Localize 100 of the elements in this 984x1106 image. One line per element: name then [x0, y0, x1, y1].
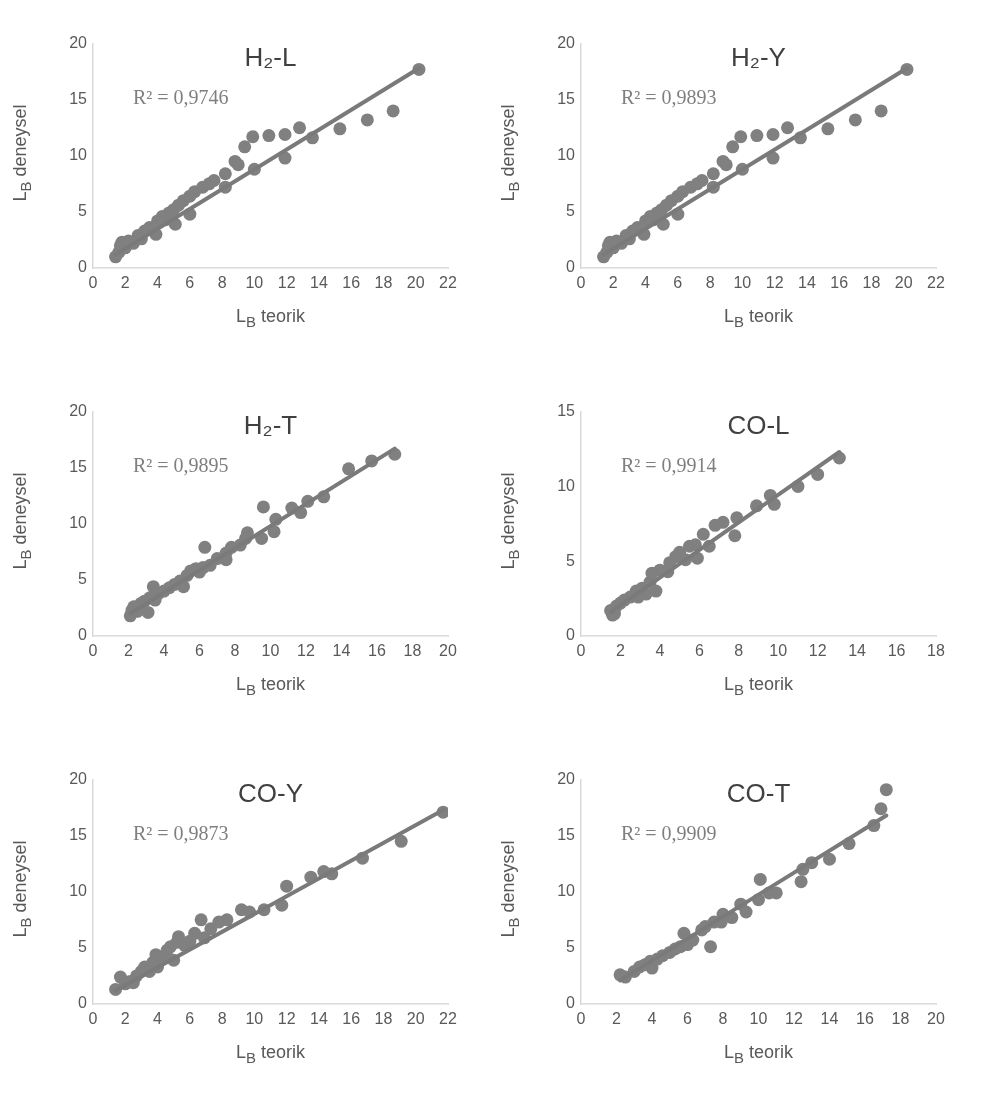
- x-tick-label: 4: [153, 274, 163, 292]
- x-tick-label: 20: [406, 1010, 425, 1028]
- x-tick-label: 4: [159, 642, 169, 660]
- x-tick-label: 6: [185, 1010, 195, 1028]
- x-tick-label: 14: [332, 642, 351, 660]
- chart-title: CO-T: [725, 778, 792, 809]
- x-tick-label: 14: [798, 274, 816, 292]
- x-tick-label: 8: [705, 274, 715, 292]
- x-tick-label: 2: [120, 274, 130, 292]
- x-tick-label: 18: [891, 1010, 910, 1028]
- y-tick-label: 0: [78, 258, 88, 276]
- x-tick-label: 14: [310, 1010, 328, 1028]
- y-tick-label: 10: [557, 882, 576, 900]
- x-tick-label: 16: [342, 1010, 361, 1028]
- y-tick-label: 5: [78, 938, 88, 956]
- x-tick-label: 16: [830, 274, 849, 292]
- x-tick-label: 18: [374, 1010, 393, 1028]
- x-axis-title: L$_{B}$ teorik: [722, 674, 795, 698]
- x-tick-label: 2: [615, 642, 625, 660]
- x-tick-label: 6: [195, 642, 205, 660]
- x-tick-label: 8: [718, 1010, 728, 1028]
- y-tick-label: 15: [69, 90, 88, 108]
- annotation: R² = 0,9895: [133, 454, 229, 477]
- y-tick-label: 15: [557, 90, 576, 108]
- y-tick-label: 15: [69, 826, 88, 844]
- y-tick-label: 20: [557, 34, 576, 52]
- y-tick-label: 0: [78, 626, 88, 644]
- x-tick-label: 10: [749, 1010, 768, 1028]
- x-tick-label: 4: [647, 1010, 657, 1028]
- x-tick-label: 10: [733, 274, 752, 292]
- x-tick-label: 8: [734, 642, 744, 660]
- x-tick-label: 14: [310, 274, 328, 292]
- x-tick-label: 14: [848, 642, 867, 660]
- annotation: R² = 0,9914: [621, 454, 717, 477]
- y-tick-label: 5: [566, 551, 576, 569]
- y-tick-label: 5: [78, 570, 88, 588]
- x-tick-label: 16: [342, 274, 361, 292]
- y-tick-label: 10: [69, 146, 88, 164]
- x-tick-label: 6: [673, 274, 683, 292]
- x-tick-label: 16: [368, 642, 386, 660]
- y-tick-label: 20: [69, 34, 88, 52]
- x-tick-label: 22: [439, 274, 457, 292]
- annotation: R² = 0,9746: [133, 86, 229, 109]
- x-tick-label: 20: [894, 274, 913, 292]
- x-tick-label: 16: [887, 642, 906, 660]
- y-tick-label: 5: [566, 202, 576, 220]
- y-tick-label: 10: [557, 476, 576, 494]
- x-tick-label: 6: [185, 274, 195, 292]
- y-tick-label: 15: [557, 402, 576, 420]
- x-tick-label: 12: [765, 274, 784, 292]
- chart-title: CO-L: [726, 410, 791, 441]
- x-tick-label: 22: [439, 1010, 457, 1028]
- x-axis-title: L$_{B}$ teorik: [234, 1042, 307, 1066]
- x-tick-label: 10: [261, 642, 280, 660]
- y-tick-label: 0: [78, 994, 88, 1012]
- y-tick-label: 0: [566, 994, 576, 1012]
- x-tick-label: 2: [612, 1010, 622, 1028]
- x-tick-label: 4: [655, 642, 665, 660]
- chart-title: H₂-L: [243, 42, 298, 73]
- x-tick-label: 22: [927, 274, 945, 292]
- annotation: R² = 0,9873: [133, 822, 229, 845]
- chart-title: CO-Y: [237, 778, 304, 809]
- y-tick-label: 0: [566, 626, 576, 644]
- x-axis-title: L$_{B}$ teorik: [234, 674, 307, 698]
- x-tick-label: 18: [927, 642, 945, 660]
- x-tick-label: 20: [439, 642, 457, 660]
- y-tick-label: 20: [557, 770, 576, 788]
- y-tick-label: 5: [78, 202, 88, 220]
- y-tick-label: 20: [69, 402, 88, 420]
- x-tick-label: 2: [124, 642, 134, 660]
- x-axis-title: L$_{B}$ teorik: [722, 306, 795, 330]
- x-tick-label: 8: [230, 642, 240, 660]
- y-tick-label: 0: [566, 258, 576, 276]
- y-tick-label: 10: [69, 514, 88, 532]
- x-tick-label: 20: [406, 274, 425, 292]
- x-tick-label: 20: [927, 1010, 945, 1028]
- x-tick-label: 6: [694, 642, 704, 660]
- x-tick-label: 16: [856, 1010, 874, 1028]
- x-tick-label: 12: [277, 1010, 296, 1028]
- x-tick-label: 6: [683, 1010, 693, 1028]
- y-tick-label: 10: [557, 146, 576, 164]
- x-tick-label: 12: [808, 642, 827, 660]
- x-tick-label: 14: [820, 1010, 839, 1028]
- y-tick-label: 5: [566, 938, 576, 956]
- y-tick-label: 20: [69, 770, 88, 788]
- x-axis-title: L$_{B}$ teorik: [722, 1042, 795, 1066]
- chart-title: H₂-Y: [730, 42, 787, 73]
- chart-title: H₂-T: [242, 410, 299, 441]
- x-tick-label: 10: [245, 274, 264, 292]
- x-tick-label: 10: [245, 1010, 264, 1028]
- x-tick-label: 8: [217, 274, 227, 292]
- annotation: R² = 0,9909: [621, 822, 717, 845]
- x-tick-label: 12: [277, 274, 296, 292]
- x-tick-label: 18: [862, 274, 881, 292]
- annotation: R² = 0,9893: [621, 86, 717, 109]
- x-tick-label: 8: [217, 1010, 227, 1028]
- x-tick-label: 4: [641, 274, 651, 292]
- x-tick-label: 10: [769, 642, 788, 660]
- y-tick-label: 15: [557, 826, 576, 844]
- x-tick-label: 12: [297, 642, 315, 660]
